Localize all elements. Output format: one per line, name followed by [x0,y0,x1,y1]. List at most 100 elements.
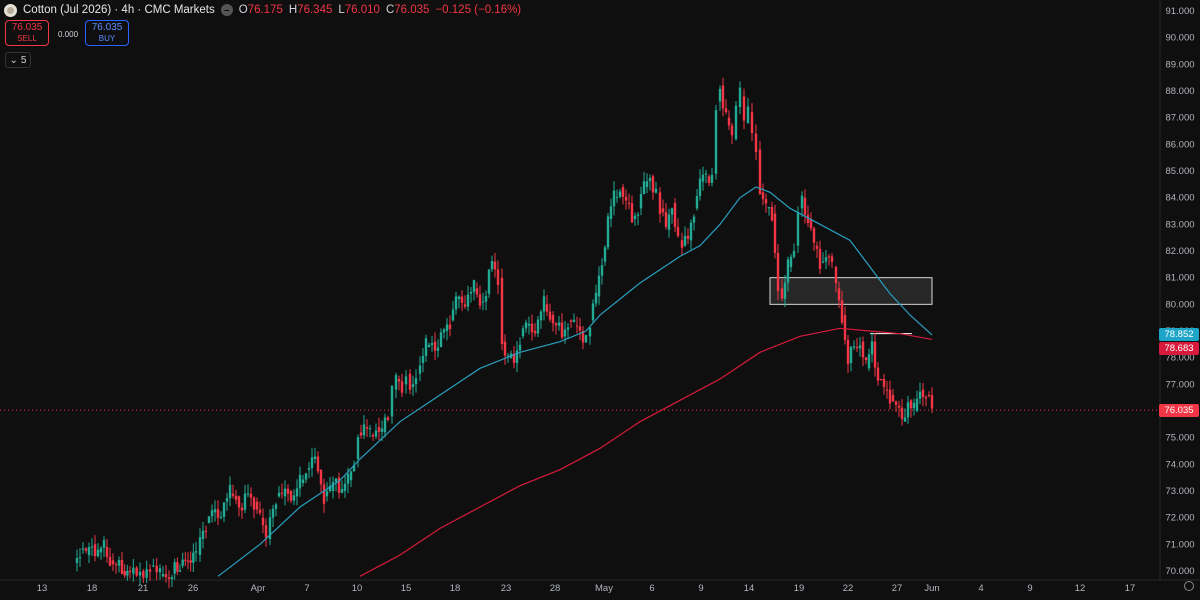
symbol-title[interactable]: Cotton (Jul 2026) · 4h · CMC Markets [23,4,215,16]
candle-body [927,395,931,396]
candle-body [472,280,476,292]
candle-body [487,269,491,294]
candle-body [184,559,187,561]
ema-fast-line [217,186,933,577]
candle-body [356,437,360,459]
ema-fast-price-tag: 78.852 [1159,328,1199,342]
candle-body [864,357,868,361]
candle-body [695,196,699,209]
candle-body [161,574,165,577]
low-label: L [338,4,345,16]
candle-body [515,350,519,363]
candle-body [289,491,293,501]
candle-body [408,373,412,390]
candle-body [630,203,634,223]
candle-body [442,329,446,333]
candle-body [689,222,693,241]
candle-body [527,323,531,326]
candle-body [380,428,384,432]
candle-body [683,235,687,246]
candle-body [542,296,546,312]
candle-body [906,402,910,418]
indicator-count: 5 [20,54,27,66]
candle-body [642,181,646,195]
x-tick-label: 23 [501,583,512,594]
candle-body [673,203,677,227]
candle-body [815,245,819,249]
candle-body [855,347,859,349]
candle-body [99,547,103,553]
candle-body [313,456,317,459]
candle-body [128,570,132,572]
candle-body [198,537,202,555]
candle-body [176,562,179,572]
candle-body [93,544,97,557]
candle-body [138,571,142,576]
candle-body [439,332,443,347]
candle-body [698,178,702,197]
candle-body [481,301,485,303]
candle-body [117,559,121,566]
candle-body [328,485,332,492]
candle-body [600,265,604,276]
candle-body [337,477,341,493]
candle-body [667,214,671,230]
candle-body [686,235,690,239]
close-value: 76.035 [394,4,430,16]
x-tick-label: 18 [87,583,98,594]
settings-gear-icon[interactable] [1184,581,1194,591]
candle-body [870,341,874,355]
candle-body [213,509,217,513]
candle-body [194,551,198,553]
candle-body [648,177,652,182]
candle-body [81,548,85,550]
candle-body [255,501,259,510]
candle-body [243,493,247,510]
candle-body [767,206,771,209]
candle-body [776,252,780,292]
candle-body [346,473,350,484]
candle-body [852,346,856,348]
y-tick-label: 73.000 [1165,486,1194,497]
buy-button[interactable]: 76.035 BUY [85,20,129,46]
x-tick-label: 10 [352,583,363,594]
candle-body [618,191,622,197]
candle-body [800,195,804,209]
y-tick-label: 77.000 [1165,379,1194,390]
candle-body [661,208,665,213]
candle-body [126,570,129,576]
candle-body [132,567,135,574]
candle-body [78,557,82,559]
candle-body [664,212,668,227]
y-tick-label: 78.000 [1165,353,1194,364]
candle-body [114,564,118,566]
candle-body [334,478,338,483]
candle-body [292,495,296,501]
candle-body [283,488,287,497]
candle-body [445,324,449,331]
candle-body [325,491,329,497]
candle-body [742,96,746,121]
candle-body [846,339,850,364]
candle-body [164,574,168,578]
candle-body [707,176,711,183]
indicators-toggle[interactable]: ⌄ 5 [5,52,31,68]
y-tick-label: 80.000 [1165,299,1194,310]
candle-body [231,493,235,496]
sell-button[interactable]: 76.035 SELL [5,20,49,46]
x-tick-label: 7 [304,583,309,594]
x-tick-label: 9 [1027,583,1032,594]
candle-body [539,311,543,321]
candle-body [234,495,238,500]
candle-body [621,187,625,197]
y-tick-label: 88.000 [1165,86,1194,97]
chevron-icon[interactable]: – [220,4,233,16]
candle-body [460,296,464,303]
candle-body [490,261,494,270]
candle-body [861,341,865,358]
candle-body [575,325,579,327]
candle-body [754,133,758,153]
candle-body [343,483,347,491]
